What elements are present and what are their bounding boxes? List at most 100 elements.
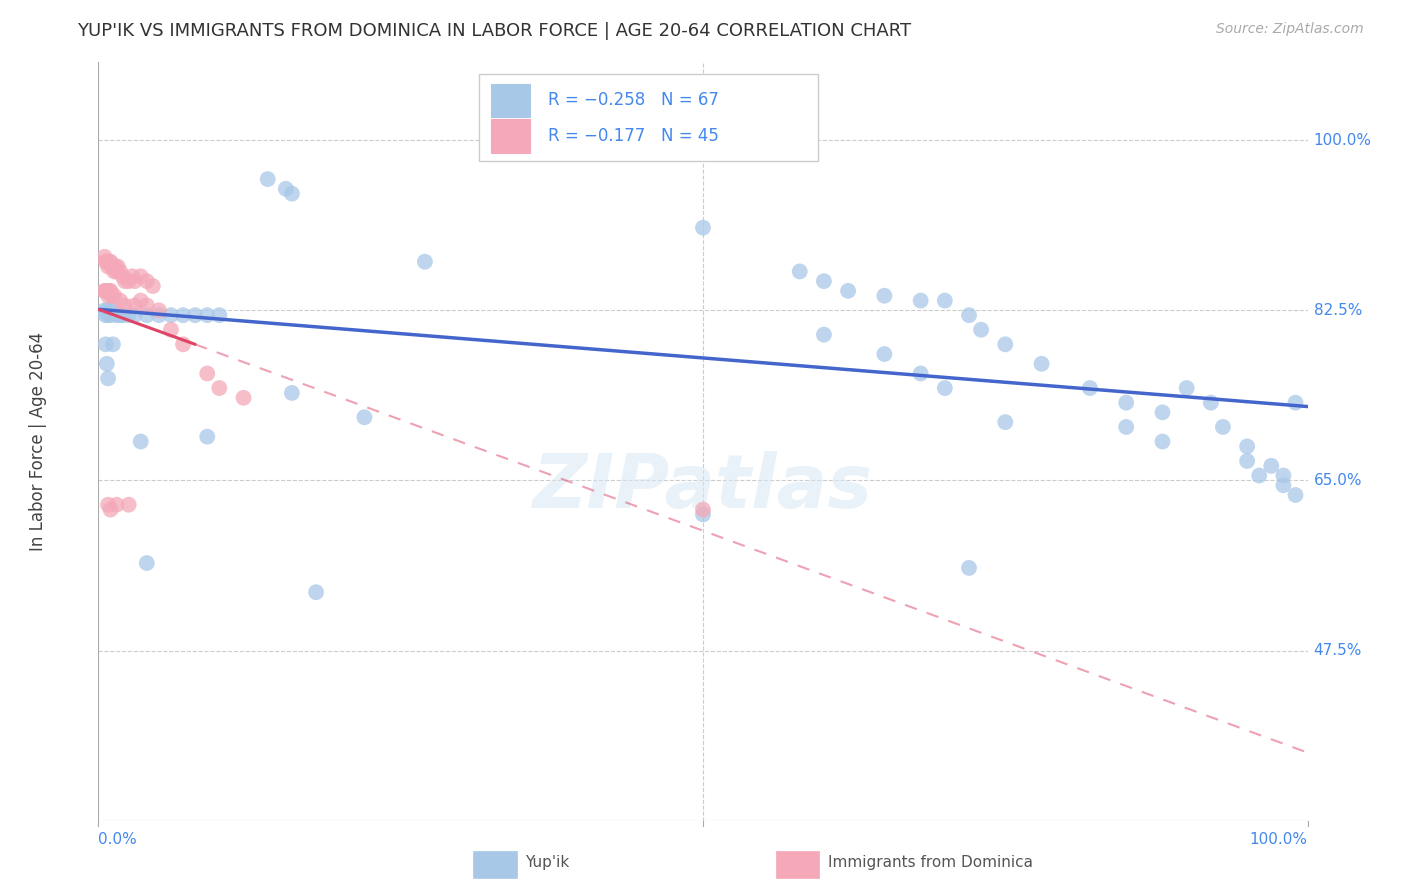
Point bbox=[129, 269, 152, 284]
Point bbox=[148, 308, 170, 322]
Point bbox=[910, 293, 932, 308]
Point bbox=[94, 284, 117, 298]
Point bbox=[910, 367, 932, 381]
Point bbox=[129, 293, 152, 308]
Point bbox=[114, 274, 136, 288]
Point bbox=[274, 182, 297, 196]
Point bbox=[118, 308, 141, 322]
Point bbox=[148, 303, 170, 318]
Point bbox=[873, 347, 896, 361]
Point bbox=[957, 561, 980, 575]
FancyBboxPatch shape bbox=[479, 74, 818, 161]
Point bbox=[121, 269, 143, 284]
Point bbox=[837, 284, 859, 298]
FancyBboxPatch shape bbox=[776, 851, 820, 878]
Point bbox=[142, 279, 165, 293]
Text: Immigrants from Dominica: Immigrants from Dominica bbox=[828, 855, 1032, 870]
Point bbox=[1272, 468, 1295, 483]
Point bbox=[105, 308, 128, 322]
Text: 0.0%: 0.0% bbox=[98, 832, 138, 847]
Point bbox=[118, 498, 141, 512]
Text: In Labor Force | Age 20-64: In Labor Force | Age 20-64 bbox=[30, 332, 46, 551]
Point bbox=[281, 386, 304, 401]
Point bbox=[1284, 395, 1306, 409]
Point bbox=[103, 289, 125, 303]
Point bbox=[94, 254, 117, 268]
Point bbox=[97, 371, 120, 385]
Point bbox=[100, 308, 122, 322]
Point bbox=[107, 260, 129, 274]
Text: YUP'IK VS IMMIGRANTS FROM DOMINICA IN LABOR FORCE | AGE 20-64 CORRELATION CHART: YUP'IK VS IMMIGRANTS FROM DOMINICA IN LA… bbox=[77, 22, 911, 40]
Point bbox=[118, 274, 141, 288]
Point bbox=[813, 327, 835, 342]
Point bbox=[160, 323, 183, 337]
Point bbox=[1078, 381, 1101, 395]
Point bbox=[103, 264, 125, 278]
Point bbox=[97, 498, 120, 512]
Point bbox=[208, 308, 231, 322]
Text: 82.5%: 82.5% bbox=[1313, 302, 1362, 318]
Point bbox=[172, 337, 194, 351]
Point bbox=[100, 502, 122, 516]
Text: Source: ZipAtlas.com: Source: ZipAtlas.com bbox=[1216, 22, 1364, 37]
Point bbox=[135, 298, 157, 312]
Point bbox=[93, 303, 115, 318]
Point bbox=[1199, 395, 1222, 409]
Point bbox=[789, 264, 811, 278]
Point bbox=[692, 220, 714, 235]
Point bbox=[105, 264, 128, 278]
Point bbox=[281, 186, 304, 201]
Text: 100.0%: 100.0% bbox=[1313, 133, 1372, 148]
Point bbox=[353, 410, 375, 425]
Point bbox=[1115, 420, 1137, 434]
Point bbox=[256, 172, 278, 186]
Point bbox=[1236, 439, 1258, 453]
Point bbox=[994, 337, 1017, 351]
Point bbox=[111, 308, 134, 322]
Point bbox=[93, 284, 115, 298]
Point bbox=[104, 260, 127, 274]
Point bbox=[100, 284, 122, 298]
Point bbox=[94, 308, 117, 322]
Point bbox=[108, 308, 131, 322]
FancyBboxPatch shape bbox=[474, 851, 517, 878]
Point bbox=[93, 250, 115, 264]
Text: Yup'ik: Yup'ik bbox=[526, 855, 569, 870]
FancyBboxPatch shape bbox=[492, 120, 530, 153]
Point bbox=[101, 303, 124, 318]
Point bbox=[195, 430, 218, 444]
Point bbox=[101, 337, 124, 351]
Point bbox=[1236, 454, 1258, 468]
Point bbox=[97, 308, 120, 322]
Point bbox=[129, 434, 152, 449]
Point bbox=[100, 289, 122, 303]
Point bbox=[111, 269, 134, 284]
Point bbox=[105, 498, 128, 512]
Text: 47.5%: 47.5% bbox=[1313, 643, 1362, 658]
Point bbox=[184, 308, 207, 322]
Point bbox=[108, 293, 131, 308]
Point bbox=[124, 308, 146, 322]
Point bbox=[96, 284, 118, 298]
Text: 100.0%: 100.0% bbox=[1250, 832, 1308, 847]
Point bbox=[934, 293, 956, 308]
Point bbox=[1152, 434, 1174, 449]
Point bbox=[124, 274, 146, 288]
FancyBboxPatch shape bbox=[492, 84, 530, 117]
Point bbox=[692, 508, 714, 522]
Point bbox=[1260, 458, 1282, 473]
Point bbox=[413, 254, 436, 268]
Point bbox=[934, 381, 956, 395]
Text: ZIPatlas: ZIPatlas bbox=[533, 450, 873, 524]
Point bbox=[957, 308, 980, 322]
Point bbox=[692, 502, 714, 516]
Point bbox=[1152, 405, 1174, 419]
Point bbox=[232, 391, 254, 405]
Point bbox=[100, 254, 122, 268]
Point bbox=[208, 381, 231, 395]
Point bbox=[1249, 468, 1271, 483]
Point bbox=[1031, 357, 1053, 371]
Point bbox=[97, 289, 120, 303]
Point bbox=[135, 556, 157, 570]
Point bbox=[101, 260, 124, 274]
